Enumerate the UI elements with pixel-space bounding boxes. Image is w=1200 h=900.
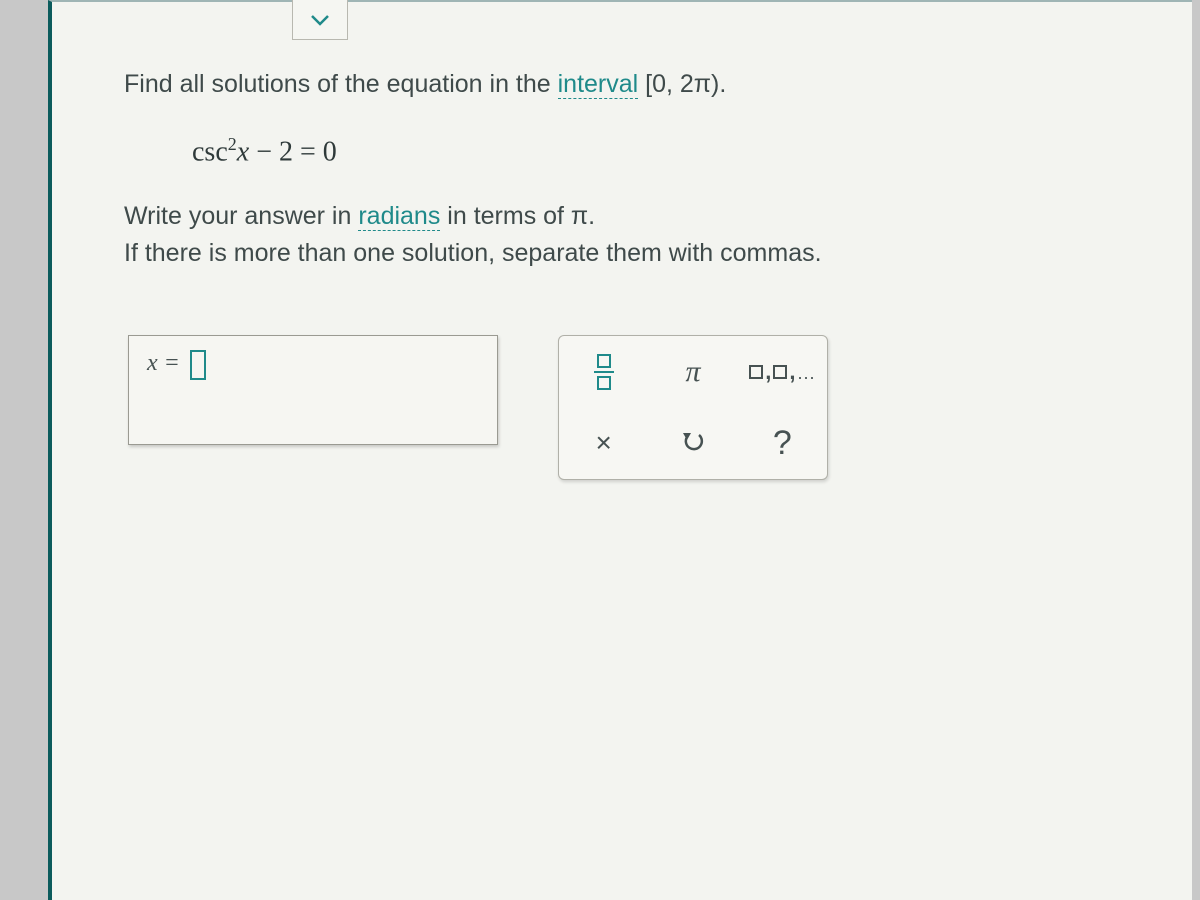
answer-placeholder-icon: [190, 350, 206, 380]
help-icon: ?: [773, 424, 792, 463]
fraction-icon: [594, 354, 614, 390]
question-prefix: Find all solutions of the equation in th…: [124, 70, 558, 98]
fraction-button[interactable]: [559, 336, 648, 408]
pi-icon: π: [685, 355, 700, 389]
equation-display: csc2x − 2 = 0: [192, 134, 1152, 168]
instruction-prefix: Write your answer in: [124, 202, 358, 230]
clear-button[interactable]: ×: [559, 407, 648, 479]
help-button[interactable]: ?: [738, 407, 827, 479]
interval-link[interactable]: interval: [558, 70, 639, 99]
instruction-suffix: in terms of π.: [440, 202, 595, 230]
instruction-line1: Write your answer in radians in terms of…: [124, 198, 1152, 236]
equation-rest: − 2 = 0: [249, 136, 337, 167]
math-keypad: π ,,... × ?: [558, 335, 828, 480]
chevron-down-icon: [310, 13, 330, 27]
pi-button[interactable]: π: [648, 336, 737, 408]
answer-row: x = π ,,... ×: [128, 335, 1152, 480]
dropdown-toggle[interactable]: [292, 0, 348, 40]
undo-button[interactable]: [648, 407, 737, 479]
equation-exponent: 2: [228, 134, 237, 154]
interval-text: [0, 2π).: [638, 70, 726, 98]
equation-variable: x: [237, 136, 249, 167]
list-button[interactable]: ,,...: [738, 336, 827, 408]
answer-label: x =: [147, 350, 180, 377]
answer-input-box[interactable]: x =: [128, 335, 498, 445]
equation-csc: csc: [192, 136, 228, 167]
radians-link[interactable]: radians: [358, 202, 440, 231]
question-prompt: Find all solutions of the equation in th…: [124, 66, 1152, 104]
list-icon: ,,...: [749, 359, 815, 385]
clear-icon: ×: [595, 427, 611, 459]
question-panel: Find all solutions of the equation in th…: [48, 0, 1192, 900]
instruction-line2: If there is more than one solution, sepa…: [124, 235, 1152, 273]
undo-icon: [679, 427, 707, 460]
